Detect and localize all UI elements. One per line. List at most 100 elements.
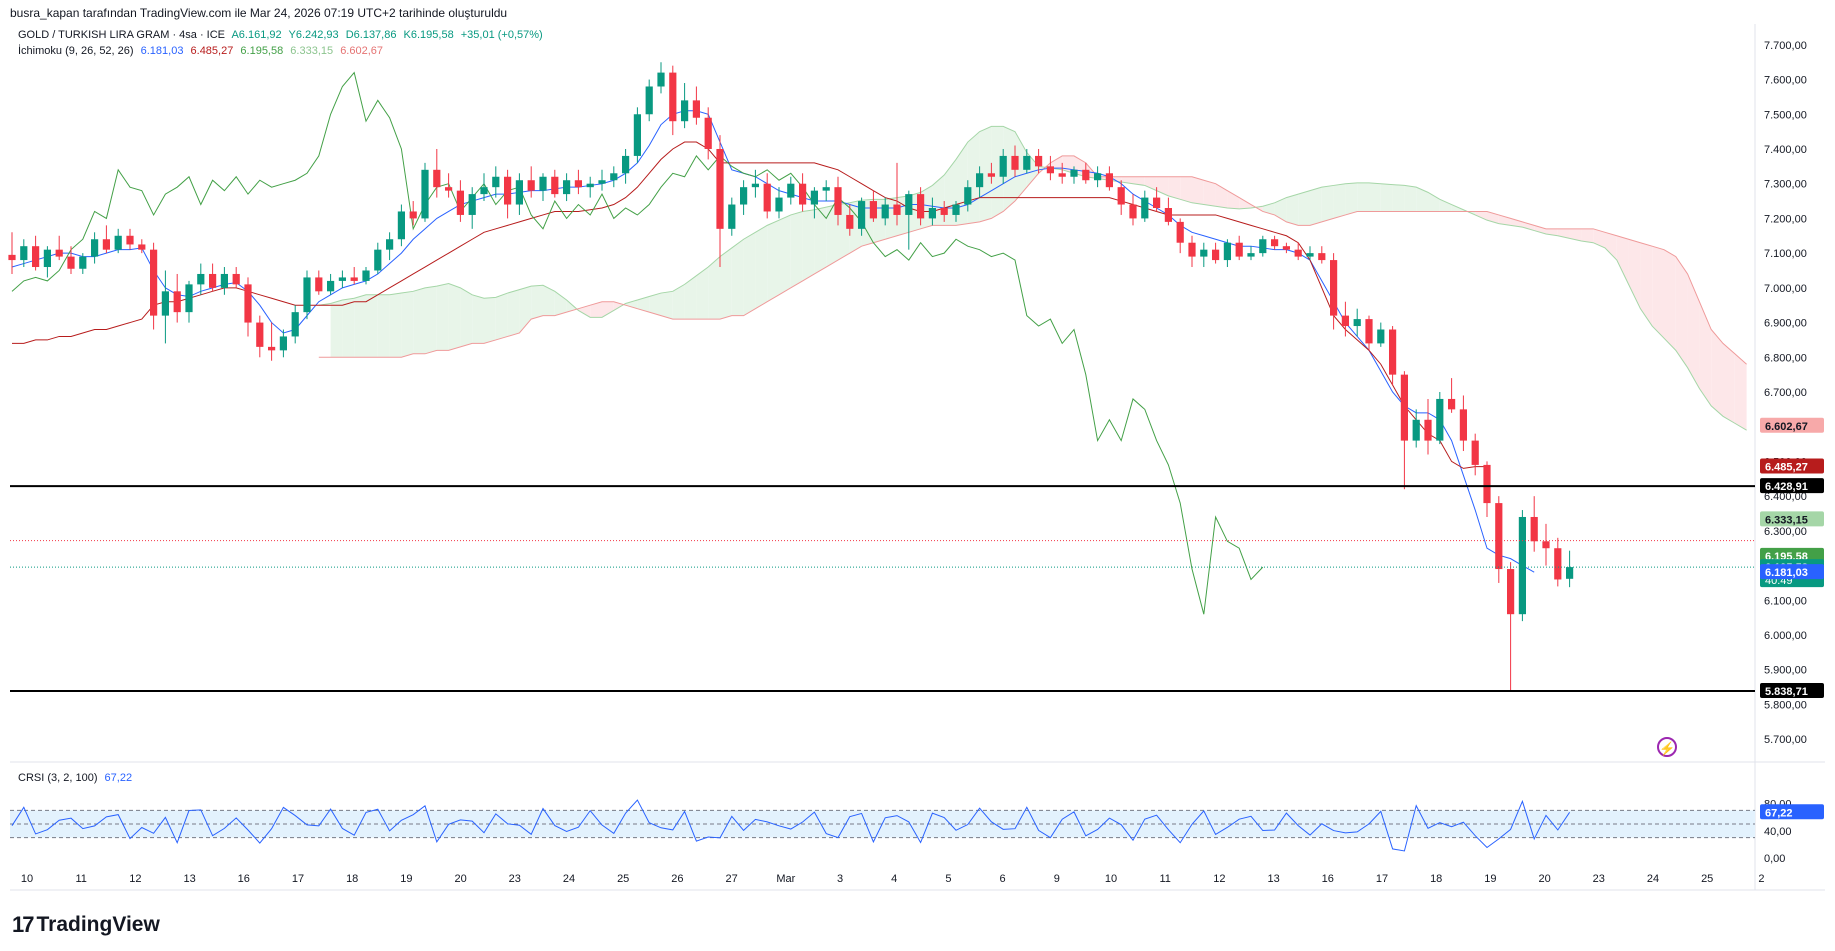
- symbol-legend[interactable]: GOLD / TURKISH LIRA GRAM · 4sa · ICE A6.…: [18, 29, 547, 41]
- price-tick-label: 6.300,00: [1764, 526, 1807, 538]
- candle-body: [1094, 173, 1102, 181]
- candle-body: [1353, 319, 1361, 327]
- cloud-segment: [377, 294, 390, 358]
- crsi-legend[interactable]: CRSI (3, 2, 100) 67,22: [18, 772, 136, 784]
- price-tick-label: 7.200,00: [1764, 213, 1807, 225]
- cloud-segment: [1168, 176, 1181, 200]
- candle-body: [1436, 398, 1444, 441]
- cloud-segment: [1675, 256, 1688, 368]
- candle-body: [1424, 419, 1432, 441]
- candle-body: [645, 86, 653, 115]
- time-tick-label: 26: [671, 873, 683, 885]
- cloud-segment: [708, 256, 720, 320]
- cloud-segment: [330, 300, 343, 358]
- candle-body: [315, 277, 323, 292]
- time-tick-label: 2: [1758, 873, 1764, 885]
- price-tick-label: 6.800,00: [1764, 352, 1807, 364]
- candle-body: [1070, 169, 1078, 177]
- cloud-segment: [755, 225, 768, 309]
- price-tick-label: 6.700,00: [1764, 387, 1807, 399]
- ichimoku-legend[interactable]: İchimoku (9, 26, 52, 26) 6.181,03 6.485,…: [18, 45, 387, 57]
- candle-body: [445, 187, 453, 191]
- time-tick-label: 17: [292, 873, 304, 885]
- cloud-segment: [1298, 190, 1310, 226]
- cloud-segment: [1699, 301, 1712, 406]
- time-tick-label: 19: [400, 873, 412, 885]
- candle-body: [1200, 249, 1208, 257]
- cloud-segment: [1687, 273, 1700, 389]
- time-tick-label: 9: [1054, 873, 1060, 885]
- candle-body: [1164, 208, 1172, 222]
- candle-body: [810, 190, 818, 205]
- ichimoku-span-b-value: 6.602,67: [340, 45, 384, 57]
- cloud-segment: [696, 267, 709, 320]
- cloud-segment: [1652, 246, 1664, 339]
- cloud-segment: [1734, 353, 1747, 431]
- candle-body: [1495, 503, 1503, 570]
- candle-body: [504, 176, 512, 205]
- cloud-segment: [731, 239, 744, 316]
- price-badge-label: 6.485,27: [1765, 462, 1808, 474]
- price-tick-label: 7.500,00: [1764, 109, 1807, 121]
- time-tick-label: 24: [1647, 873, 1659, 885]
- candle-body: [917, 194, 925, 219]
- candle-body: [1318, 253, 1326, 261]
- cloud-segment: [684, 275, 697, 320]
- candle-body: [1271, 239, 1279, 247]
- crsi-line: [11, 799, 1571, 852]
- price-tick-label: 5.800,00: [1764, 699, 1807, 711]
- cloud-segment: [554, 291, 567, 316]
- cloud-segment: [1286, 194, 1299, 226]
- time-tick-label: 25: [617, 873, 629, 885]
- cloud-segment: [1192, 176, 1204, 205]
- cloud-segment: [1310, 187, 1322, 226]
- price-badge: [1760, 458, 1824, 474]
- price-badge: [1760, 511, 1824, 527]
- candle-body: [327, 280, 335, 292]
- time-tick-label: 4: [891, 873, 897, 885]
- cloud-segment: [1239, 197, 1251, 209]
- span-b-line: [318, 155, 1747, 365]
- candle-body: [1188, 242, 1196, 257]
- price-badge-label: 5.838,71: [1765, 686, 1808, 698]
- cloud-segment: [401, 291, 414, 358]
- candle-body: [881, 204, 889, 219]
- candle-body: [598, 180, 606, 184]
- price-tick-label: 7.400,00: [1764, 144, 1807, 156]
- candle-body: [539, 176, 547, 191]
- candle-body: [869, 201, 877, 219]
- cloud-segment: [602, 301, 614, 318]
- ohlc-open: A6.161,92: [231, 29, 282, 41]
- candle-body: [67, 256, 75, 269]
- candle-body: [551, 176, 559, 195]
- cloud-segment: [1605, 232, 1617, 261]
- cloud-segment: [413, 287, 425, 354]
- candle-body: [1259, 239, 1267, 254]
- candle-body: [409, 211, 417, 219]
- candle-body: [138, 244, 146, 250]
- candle-body: [492, 176, 500, 188]
- cloud-segment: [1475, 211, 1487, 221]
- candle-body: [55, 249, 63, 257]
- ichimoku-lines: [11, 71, 1747, 615]
- cloud-segment: [1428, 192, 1440, 212]
- candle-body: [704, 117, 712, 149]
- bolt-icon[interactable]: ⚡: [1657, 737, 1677, 757]
- candle-body: [1023, 155, 1031, 170]
- cloud-segment: [366, 294, 378, 358]
- time-tick-label: 27: [725, 873, 737, 885]
- candle-body: [1035, 155, 1043, 167]
- candle-body: [1306, 253, 1314, 257]
- price-tick-label: 6.400,00: [1764, 491, 1807, 503]
- time-tick-label: 23: [1593, 873, 1605, 885]
- crsi-tick-label: 0,00: [1764, 853, 1785, 865]
- candle-body: [350, 277, 358, 281]
- time-tick-label: 23: [509, 873, 521, 885]
- candle-body: [987, 173, 995, 177]
- price-tick-label: 7.100,00: [1764, 248, 1807, 260]
- candle-body: [952, 204, 960, 215]
- candle-body: [1294, 249, 1302, 257]
- candle-body: [303, 277, 311, 313]
- candle-body: [905, 194, 913, 215]
